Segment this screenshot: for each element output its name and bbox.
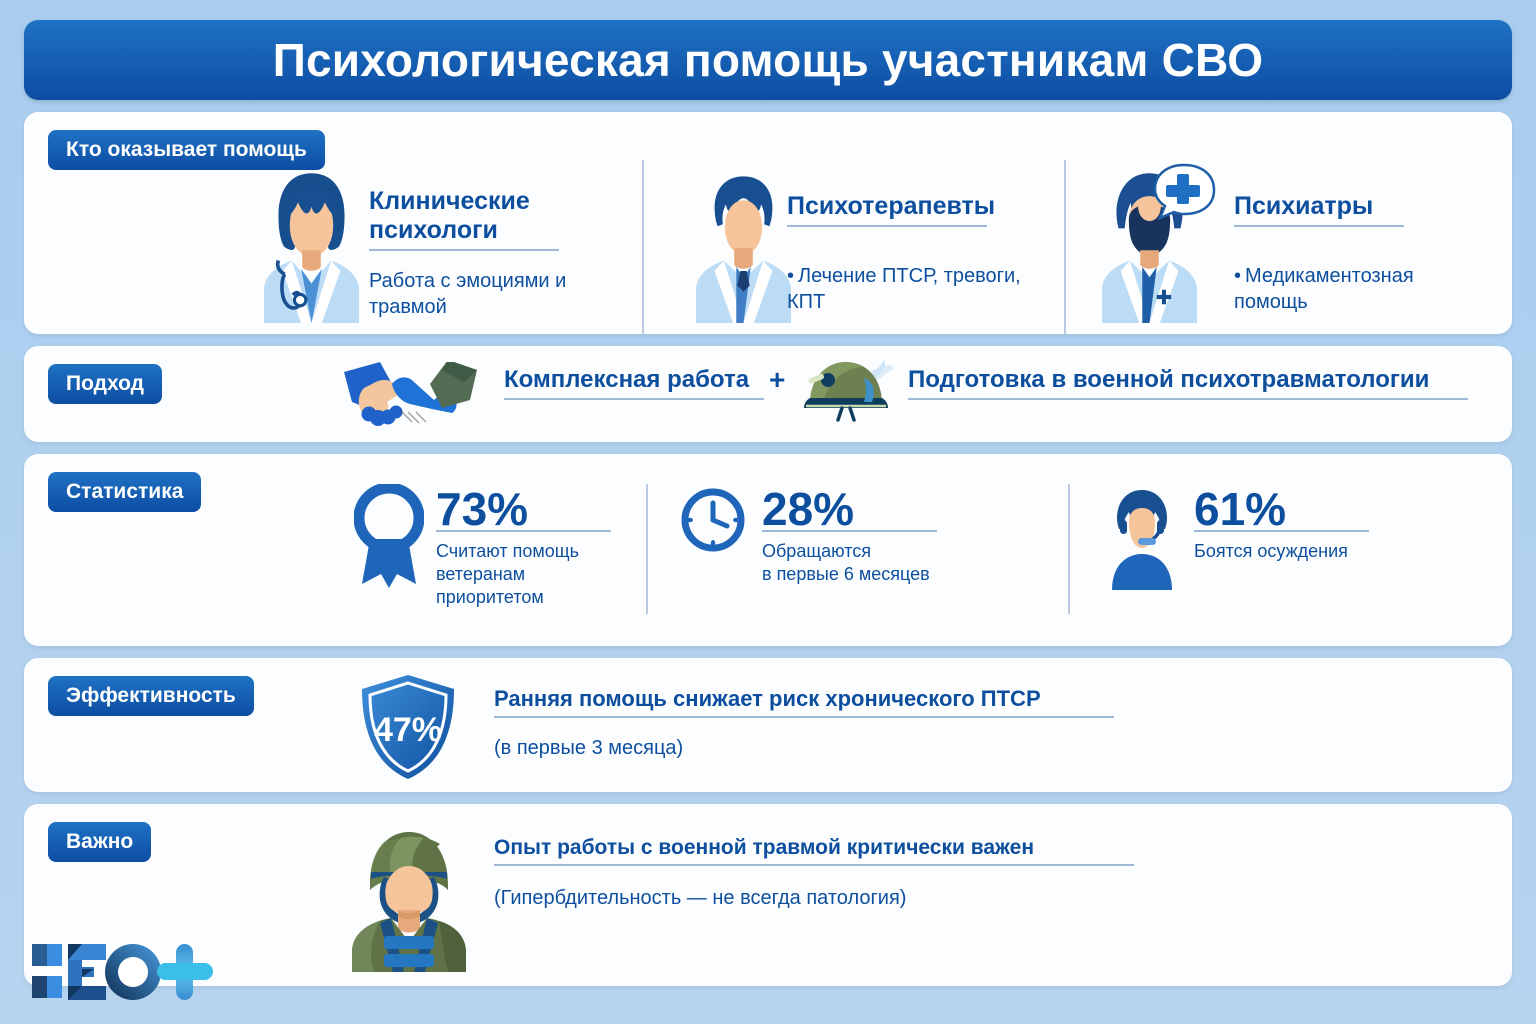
svg-text:47%: 47% [374,711,442,749]
